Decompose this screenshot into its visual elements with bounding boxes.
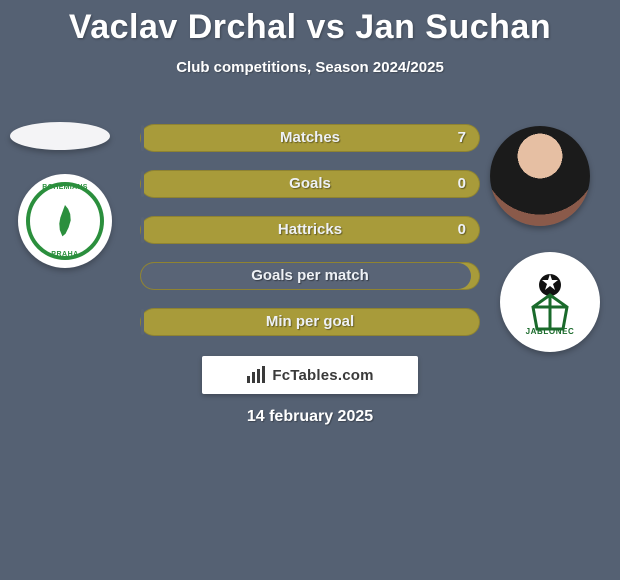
club-left-text-top: BOHEMIANS — [30, 184, 100, 191]
bar-hattricks: Hattricks 0 — [140, 216, 480, 244]
date-label: 14 february 2025 — [0, 408, 620, 426]
kangaroo-icon — [52, 205, 78, 237]
bar-label: Goals per match — [140, 262, 480, 290]
bar-label: Goals — [140, 170, 480, 198]
bar-goals: Goals 0 — [140, 170, 480, 198]
club-left-text-bottom: PRAHA — [30, 251, 100, 258]
bar-matches: Matches 7 — [140, 124, 480, 152]
bar-label: Hattricks — [140, 216, 480, 244]
player-left-avatar — [10, 122, 110, 150]
bar-goals-per-match: Goals per match — [140, 262, 480, 290]
club-right-text: JABLONEC — [500, 327, 600, 336]
source-badge-label: FcTables.com — [272, 367, 373, 384]
bar-min-per-goal: Min per goal — [140, 308, 480, 336]
player-left-club-badge: BOHEMIANS PRAHA — [18, 174, 112, 268]
chart-icon — [246, 366, 266, 384]
bar-label: Matches — [140, 124, 480, 152]
stat-bars: Matches 7 Goals 0 Hattricks 0 Goals per … — [140, 124, 480, 354]
bar-value-right: 7 — [458, 124, 466, 152]
bar-value-right: 0 — [458, 170, 466, 198]
bar-value-right: 0 — [458, 216, 466, 244]
page-title: Vaclav Drchal vs Jan Suchan — [0, 0, 620, 47]
player-right-club-badge: JABLONEC — [500, 252, 600, 352]
subtitle: Club competitions, Season 2024/2025 — [0, 59, 620, 76]
player-right-avatar — [490, 126, 590, 226]
bar-label: Min per goal — [140, 308, 480, 336]
source-badge: FcTables.com — [202, 356, 418, 394]
